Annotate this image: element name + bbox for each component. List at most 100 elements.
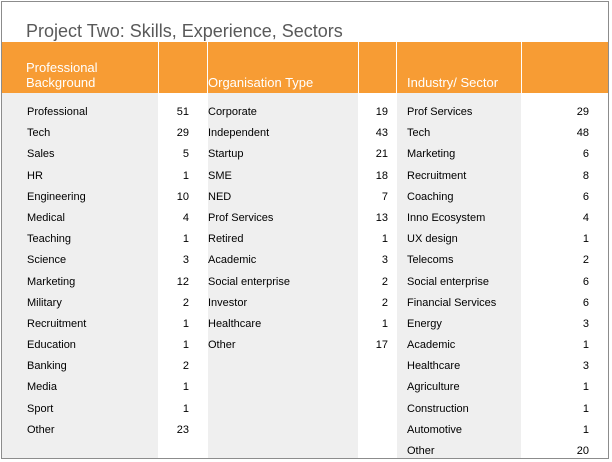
table-row: Teaching 1 [27,220,189,245]
row-value: 1 [582,423,589,436]
row-label: Coaching [407,190,454,203]
row-label: Social enterprise [208,275,290,288]
column-divider [521,42,522,458]
row-value: 23 [176,423,189,436]
table-row: HR 1 [27,157,189,182]
row-value: 1 [582,233,589,246]
table-row: Healthcare 1 [208,305,388,330]
row-label: NED [208,190,232,203]
table-row: Other 20 [407,432,589,457]
row-label: Investor [208,296,248,309]
table-row: Prof Services 29 [407,93,589,118]
table-row: Automotive 1 [407,411,589,436]
table-row: Startup 21 [208,135,388,160]
row-value: 6 [582,148,589,161]
table-row: Telecoms 2 [407,241,589,266]
row-value: 21 [375,148,388,161]
table-row: Financial Services 6 [407,284,589,309]
table-row: SME 18 [208,157,388,182]
column-divider [358,42,359,458]
table-row: Marketing 6 [407,135,589,160]
row-value: 1 [182,169,189,182]
row-label: Agriculture [407,381,460,394]
row-value: 5 [182,148,189,161]
row-value: 18 [375,169,388,182]
header-organisation-type: Organisation Type [208,75,314,90]
row-label: Prof Services [208,211,274,224]
row-value: 3 [582,360,589,373]
row-label: Professional [27,106,88,118]
shade-industry-labels [397,93,521,458]
row-label: Marketing [27,275,76,288]
row-label: Recruitment [407,169,467,182]
row-label: Engineering [27,190,86,203]
row-value: 19 [375,106,388,118]
row-label: HR [27,169,43,182]
table-row: Construction 1 [407,390,589,415]
row-label: Academic [407,339,456,352]
row-label: Prof Services [407,106,473,118]
row-value: 10 [176,190,189,203]
row-value: 7 [381,190,388,203]
row-value: 2 [582,254,589,267]
table-row: Marketing 12 [27,263,189,288]
table-row: Coaching 6 [407,178,589,203]
table-row: Corporate 19 [208,93,388,118]
table-row: Healthcare 3 [407,347,589,372]
row-value: 6 [582,296,589,309]
table-row: Inno Ecosystem 4 [407,199,589,224]
table-header-band [2,42,608,93]
row-value: 3 [381,254,388,267]
row-label: Energy [407,317,442,330]
table-row: Prof Services 13 [208,199,388,224]
industry-sector-column: Prof Services 29 Tech 48 Marketing 6 Recruitme… [407,93,589,457]
table-row: Sales 5 [27,135,189,160]
table-row: Energy 3 [407,305,589,330]
row-value: 3 [582,317,589,330]
table-row: Tech 48 [407,114,589,139]
table-row: Agriculture 1 [407,368,589,393]
row-value: 51 [176,106,189,118]
row-value: 43 [375,127,388,140]
table-row: Science 3 [27,241,189,266]
table-row: Academic 1 [407,326,589,351]
table-row: Retired 1 [208,220,388,245]
table-row: Social enterprise 6 [407,263,589,288]
header-professional-background: Professional Background [26,60,98,90]
row-label: SME [208,169,232,182]
organisation-type-column: Corporate 19 Independent 43 Startup 21 SME 18 NE… [208,93,388,351]
row-value: 4 [582,211,589,224]
table-row: Education 1 [27,326,189,351]
row-label: Startup [208,148,244,161]
table-row: Tech 29 [27,114,189,139]
table-row: NED 7 [208,178,388,203]
row-value: 17 [375,339,388,352]
row-value: 8 [582,169,589,182]
row-value: 1 [182,381,189,394]
table-row: Independent 43 [208,114,388,139]
column-divider [207,42,208,458]
row-label: UX design [407,233,458,246]
row-value: 29 [176,127,189,140]
row-label: Telecoms [407,254,454,267]
table-row: Academic 3 [208,241,388,266]
row-value: 2 [182,296,189,309]
row-label: Other [27,423,55,436]
row-value: 6 [582,190,589,203]
row-label: Teaching [27,233,72,246]
row-label: Sales [27,148,55,161]
row-value: 1 [381,317,388,330]
row-value: 48 [576,127,589,140]
row-label: Recruitment [27,317,87,330]
row-value: 2 [381,275,388,288]
table-row: Social enterprise 2 [208,263,388,288]
row-value: 3 [182,254,189,267]
row-value: 1 [582,381,589,394]
row-value: 12 [176,275,189,288]
table-row: Investor 2 [208,284,388,309]
table-row: Media 1 [27,368,189,393]
row-value: 29 [576,106,589,118]
table-row: UX design 1 [407,220,589,245]
row-value: 1 [582,339,589,352]
